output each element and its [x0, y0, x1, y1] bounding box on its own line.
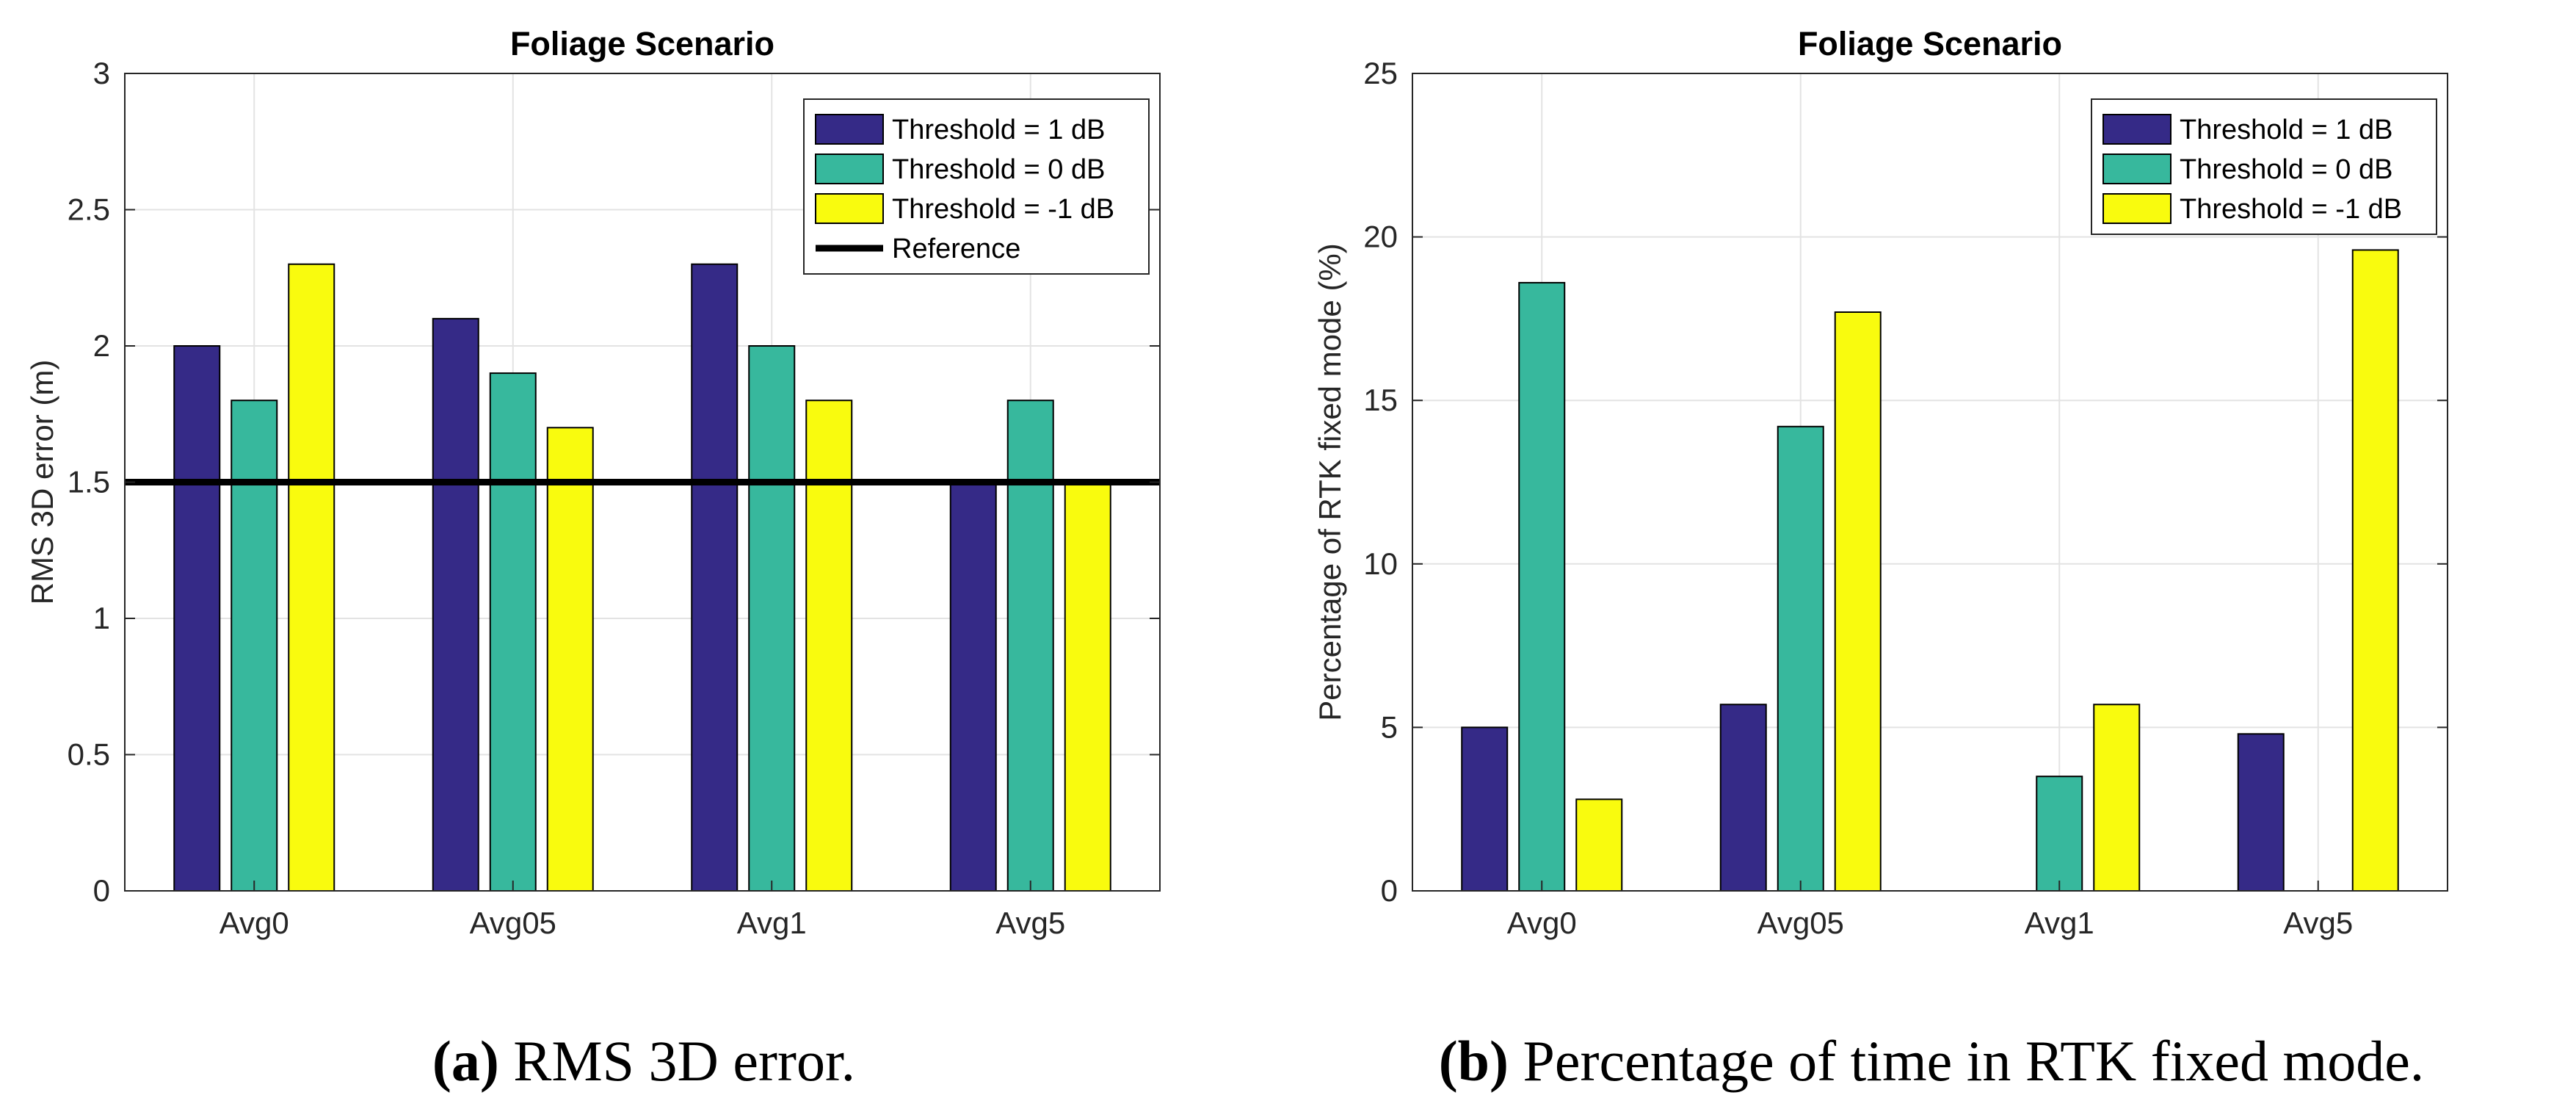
x-tick-label: Avg05	[470, 906, 556, 940]
legend-swatch	[815, 193, 884, 224]
y-tick-label: 5	[1381, 709, 1398, 744]
y-axis-label: Percentage of RTK fixed mode (%)	[1313, 243, 1347, 721]
bar-threshold-1-db-avg1	[2093, 704, 2141, 892]
legend-swatch	[815, 114, 884, 145]
x-tick-label: Avg1	[737, 906, 807, 940]
legend-label: Threshold = 1 dB	[2180, 115, 2392, 145]
x-tick-label: Avg05	[1757, 906, 1844, 940]
caption-a-text: RMS 3D error.	[498, 1029, 856, 1093]
bar-threshold-1-db-avg0	[1461, 726, 1509, 892]
chart-title: Foliage Scenario	[510, 25, 774, 62]
y-tick-label: 0.5	[68, 737, 110, 772]
x-tick-label: Avg5	[995, 906, 1065, 940]
bar-threshold-0-db-avg0	[231, 400, 278, 892]
legend-swatch	[815, 153, 884, 184]
chart-title: Foliage Scenario	[1798, 25, 2062, 62]
bar-threshold-0-db-avg5	[1006, 400, 1054, 892]
bar-threshold-1-db-avg05	[432, 317, 479, 892]
caption-a-letter: (a)	[432, 1029, 499, 1093]
bar-threshold-1-db-avg05	[1719, 704, 1767, 892]
y-tick-label: 25	[1363, 56, 1398, 90]
chart-rtk-fixed-percentage: 0 5 10 15 20 25 Avg0 Avg05 Avg1 Avg5 Foliage Scena…	[1313, 25, 2448, 940]
bar-threshold-0-db-avg1	[748, 345, 796, 892]
y-tick-label: 0	[93, 873, 110, 908]
panel-a: 0 0.5 1 1.5 2 2.5 3 Avg0 Avg05 Avg1 Avg5 Foliage Sc…	[0, 25, 1288, 1094]
y-tick-label: 1.5	[68, 465, 110, 499]
legend-label: Reference	[892, 234, 1020, 264]
y-tick-label: 15	[1363, 383, 1398, 417]
x-tick-label: Avg0	[1507, 906, 1577, 940]
bar-threshold-1-db-avg0	[288, 263, 335, 892]
bar-threshold-1-db-avg0	[173, 345, 221, 892]
legend-label: Threshold = -1 dB	[2180, 194, 2402, 225]
bar-threshold-1-db-avg05	[546, 427, 594, 892]
y-tick-label: 2	[93, 328, 110, 363]
legend-swatch	[2102, 193, 2172, 224]
axes-box	[1412, 73, 2448, 892]
bar-threshold-1-db-avg0	[1575, 798, 1623, 892]
bar-threshold-0-db-avg1	[2036, 776, 2083, 892]
caption-b-text: Percentage of time in RTK fixed mode.	[1509, 1029, 2425, 1093]
bar-threshold-1-db-avg1	[805, 400, 853, 892]
chart-rms-3d-error: 0 0.5 1 1.5 2 2.5 3 Avg0 Avg05 Avg1 Avg5 Foliage Sc…	[25, 25, 1161, 940]
legend-swatch	[2102, 114, 2172, 145]
caption-b-letter: (b)	[1438, 1029, 1509, 1093]
y-tick-label: 10	[1363, 546, 1398, 581]
y-tick-label: 2.5	[68, 192, 110, 227]
legend-label: Threshold = 1 dB	[892, 115, 1105, 145]
x-tick-label: Avg5	[2283, 906, 2353, 940]
y-tick-label: 0	[1381, 873, 1398, 908]
bar-threshold-1-db-avg5	[1064, 481, 1111, 892]
legend-label: Threshold = -1 dB	[892, 194, 1114, 225]
y-tick-label: 1	[93, 601, 110, 635]
bar-threshold-1-db-avg5	[2237, 733, 2285, 892]
legend-label: Threshold = 0 dB	[892, 154, 1105, 185]
bar-threshold-1-db-avg5	[949, 481, 997, 892]
bar-threshold-1-db-avg1	[691, 263, 739, 892]
bar-threshold-1-db-avg5	[2351, 249, 2399, 892]
bar-threshold-1-db-avg05	[1834, 311, 1882, 892]
bar-threshold-0-db-avg05	[489, 372, 537, 892]
legend-swatch	[2102, 153, 2172, 184]
x-tick-label: Avg0	[219, 906, 289, 940]
panel-b: 0 5 10 15 20 25 Avg0 Avg05 Avg1 Avg5 Foliage Scena…	[1288, 0, 2575, 1120]
caption-a: (a) RMS 3D error.	[0, 1028, 1288, 1094]
x-tick-label: Avg1	[2025, 906, 2094, 940]
y-axis-label: RMS 3D error (m)	[25, 360, 59, 605]
legend-label: Threshold = 0 dB	[2180, 154, 2392, 185]
bar-threshold-0-db-avg0	[1518, 281, 1566, 892]
y-tick-label: 20	[1363, 220, 1398, 254]
y-tick-label: 3	[93, 56, 110, 90]
caption-b: (b) Percentage of time in RTK fixed mode…	[1288, 1028, 2575, 1094]
bar-threshold-0-db-avg05	[1777, 425, 1824, 892]
